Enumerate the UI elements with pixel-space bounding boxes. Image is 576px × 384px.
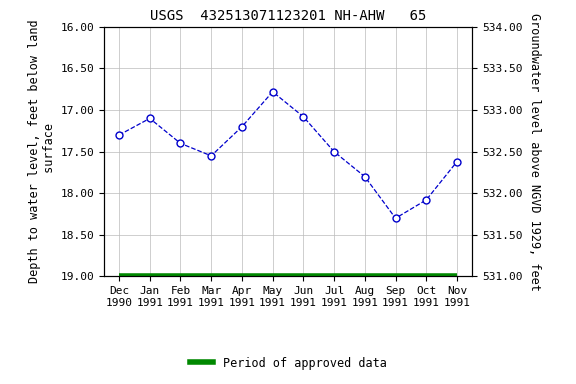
Title: USGS  432513071123201 NH-AHW   65: USGS 432513071123201 NH-AHW 65 bbox=[150, 9, 426, 23]
Legend: Period of approved data: Period of approved data bbox=[185, 352, 391, 374]
Y-axis label: Depth to water level, feet below land
 surface: Depth to water level, feet below land su… bbox=[28, 20, 56, 283]
Y-axis label: Groundwater level above NGVD 1929, feet: Groundwater level above NGVD 1929, feet bbox=[528, 13, 541, 291]
